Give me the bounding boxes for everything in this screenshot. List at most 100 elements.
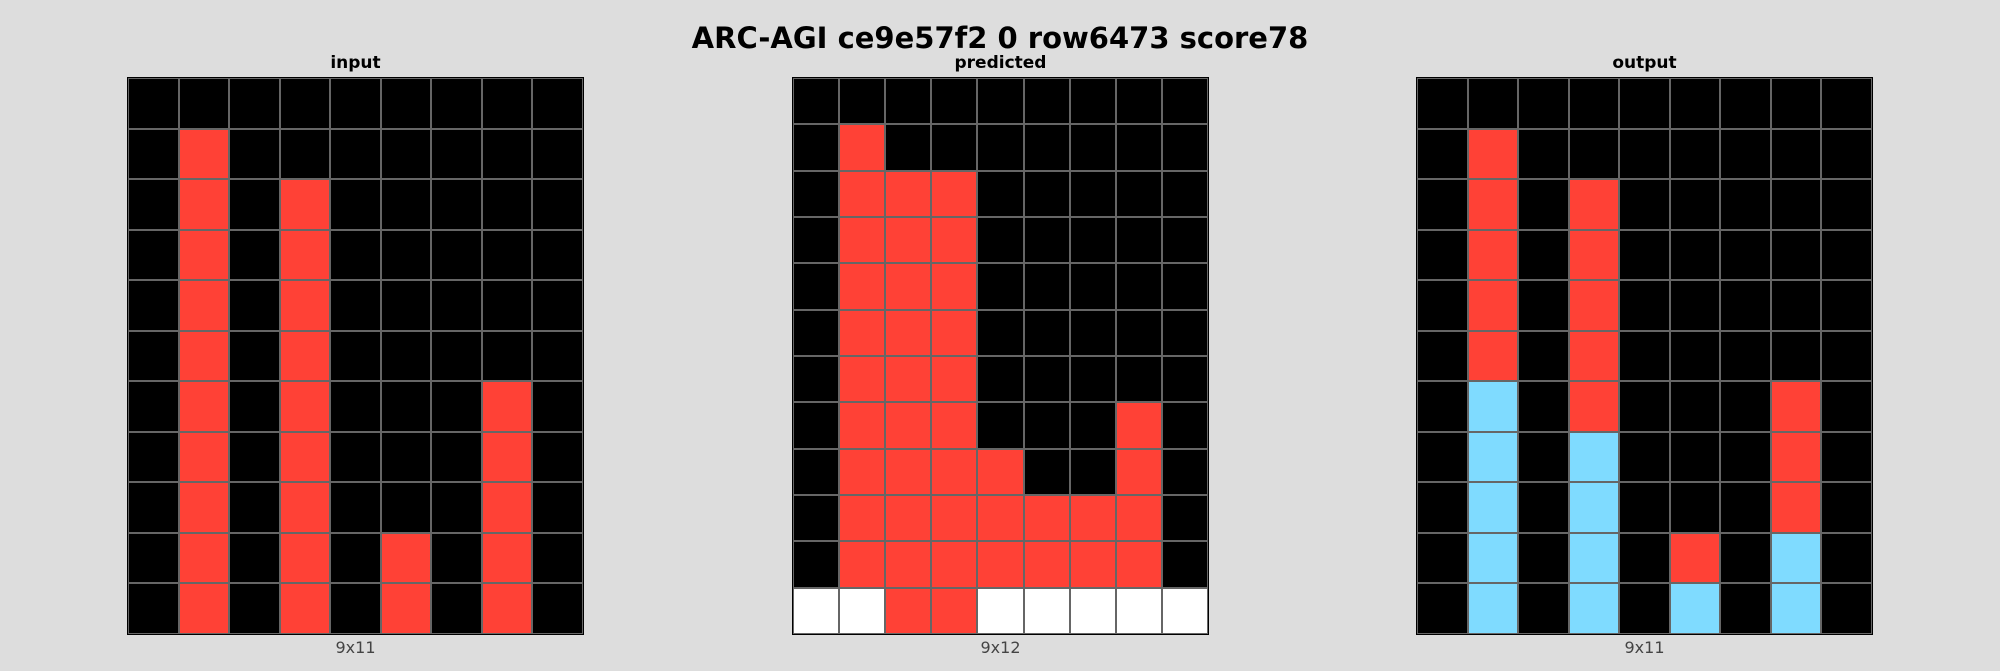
grid-cell	[931, 78, 978, 125]
grid-cell	[1821, 482, 1872, 533]
grid-cell	[1161, 216, 1208, 264]
grid-cell	[885, 216, 932, 264]
grid-cell	[1069, 448, 1116, 495]
grid-cell	[1417, 431, 1468, 483]
grid-cell	[885, 78, 932, 125]
grid-cell	[1115, 541, 1162, 588]
grid-cell	[279, 330, 331, 382]
grid-cell	[977, 494, 1024, 542]
grid-cell	[532, 229, 583, 281]
grid-cell	[1417, 229, 1468, 281]
grid-cell	[931, 216, 978, 264]
grid-cell	[1669, 583, 1721, 634]
grid-cell	[1568, 381, 1620, 432]
grid-cell	[1720, 532, 1771, 584]
grid-cell	[330, 280, 381, 331]
grid-cell	[1417, 482, 1468, 533]
grid-cell	[1467, 532, 1519, 584]
grid-cell	[481, 583, 533, 634]
grid-cell	[532, 532, 583, 584]
grid-cell	[1417, 128, 1468, 180]
grid-cell	[1023, 448, 1070, 495]
grid-cell	[1821, 381, 1872, 432]
grid-cell	[431, 179, 482, 230]
grid-cell	[1161, 402, 1208, 449]
grid-cell	[1720, 431, 1771, 483]
grid-cell	[178, 179, 230, 230]
grid-cell	[128, 532, 179, 584]
grid-cell	[1720, 229, 1771, 281]
grid-cell	[1619, 78, 1670, 129]
grid-cell	[1115, 494, 1162, 542]
grid-cell	[431, 330, 482, 382]
grid-cell	[229, 482, 280, 533]
grid-cell	[532, 128, 583, 180]
grid-cell	[431, 229, 482, 281]
grid-cell	[1115, 78, 1162, 125]
grid-cell	[1720, 78, 1771, 129]
grid-cell	[380, 128, 432, 180]
grid-cell	[931, 170, 978, 217]
grid-cell	[839, 541, 886, 588]
grid-cell	[279, 482, 331, 533]
grid-cell	[1770, 128, 1822, 180]
grid-cell	[1467, 330, 1519, 382]
grid-cell	[229, 280, 280, 331]
grid-cell	[1518, 179, 1569, 230]
grid-cell	[885, 587, 932, 634]
grid-cell	[1417, 280, 1468, 331]
grid-cell	[1115, 124, 1162, 171]
grid-cell	[1069, 494, 1116, 542]
grid-cell	[1023, 170, 1070, 217]
grid-cell	[1417, 381, 1468, 432]
panel-title: predicted	[954, 53, 1047, 73]
grid-cell	[1821, 78, 1872, 129]
grid-cell	[1023, 355, 1070, 403]
grid-cell	[330, 78, 381, 129]
grid-cell	[1417, 179, 1468, 230]
grid-cell	[1770, 229, 1822, 281]
grid-cell	[380, 229, 432, 281]
grid-cell	[1115, 448, 1162, 495]
grid-cell	[839, 355, 886, 403]
grid-cell	[1069, 78, 1116, 125]
grid-cell	[1518, 482, 1569, 533]
grid-cell	[1417, 330, 1468, 382]
grid-cell	[1720, 330, 1771, 382]
grid-cell	[1023, 78, 1070, 125]
grid-cell	[128, 482, 179, 533]
grid-cell	[279, 431, 331, 483]
grid-cell	[839, 587, 886, 634]
grid-cell	[128, 179, 179, 230]
grid-cell	[839, 448, 886, 495]
grid-cell	[279, 381, 331, 432]
grid-cell	[1770, 179, 1822, 230]
grid-cell	[1023, 263, 1070, 310]
grid-cell	[1669, 381, 1721, 432]
grid-cell	[1518, 431, 1569, 483]
grid-cell	[532, 280, 583, 331]
grid-cell	[1669, 532, 1721, 584]
grid-cell	[1161, 309, 1208, 356]
grid-cell	[330, 330, 381, 382]
grid-cell	[1821, 179, 1872, 230]
grid-cell	[380, 280, 432, 331]
grid-cell	[1467, 179, 1519, 230]
grid-cell	[1669, 229, 1721, 281]
grid-cell	[1467, 229, 1519, 281]
grid-cell	[532, 431, 583, 483]
grid-cell	[330, 229, 381, 281]
grid-cell	[431, 583, 482, 634]
grid-cell	[1023, 494, 1070, 542]
grid-cell	[1770, 532, 1822, 584]
grid-cell	[1161, 587, 1208, 634]
grid-cell	[1115, 355, 1162, 403]
grid-cell	[1770, 583, 1822, 634]
grid-cell	[1161, 494, 1208, 542]
grid-cell	[1115, 587, 1162, 634]
grid-cell	[178, 229, 230, 281]
grid-cell	[1069, 309, 1116, 356]
panel-title: output	[1612, 53, 1677, 73]
grid-cell	[1161, 124, 1208, 171]
grid-cell	[431, 482, 482, 533]
